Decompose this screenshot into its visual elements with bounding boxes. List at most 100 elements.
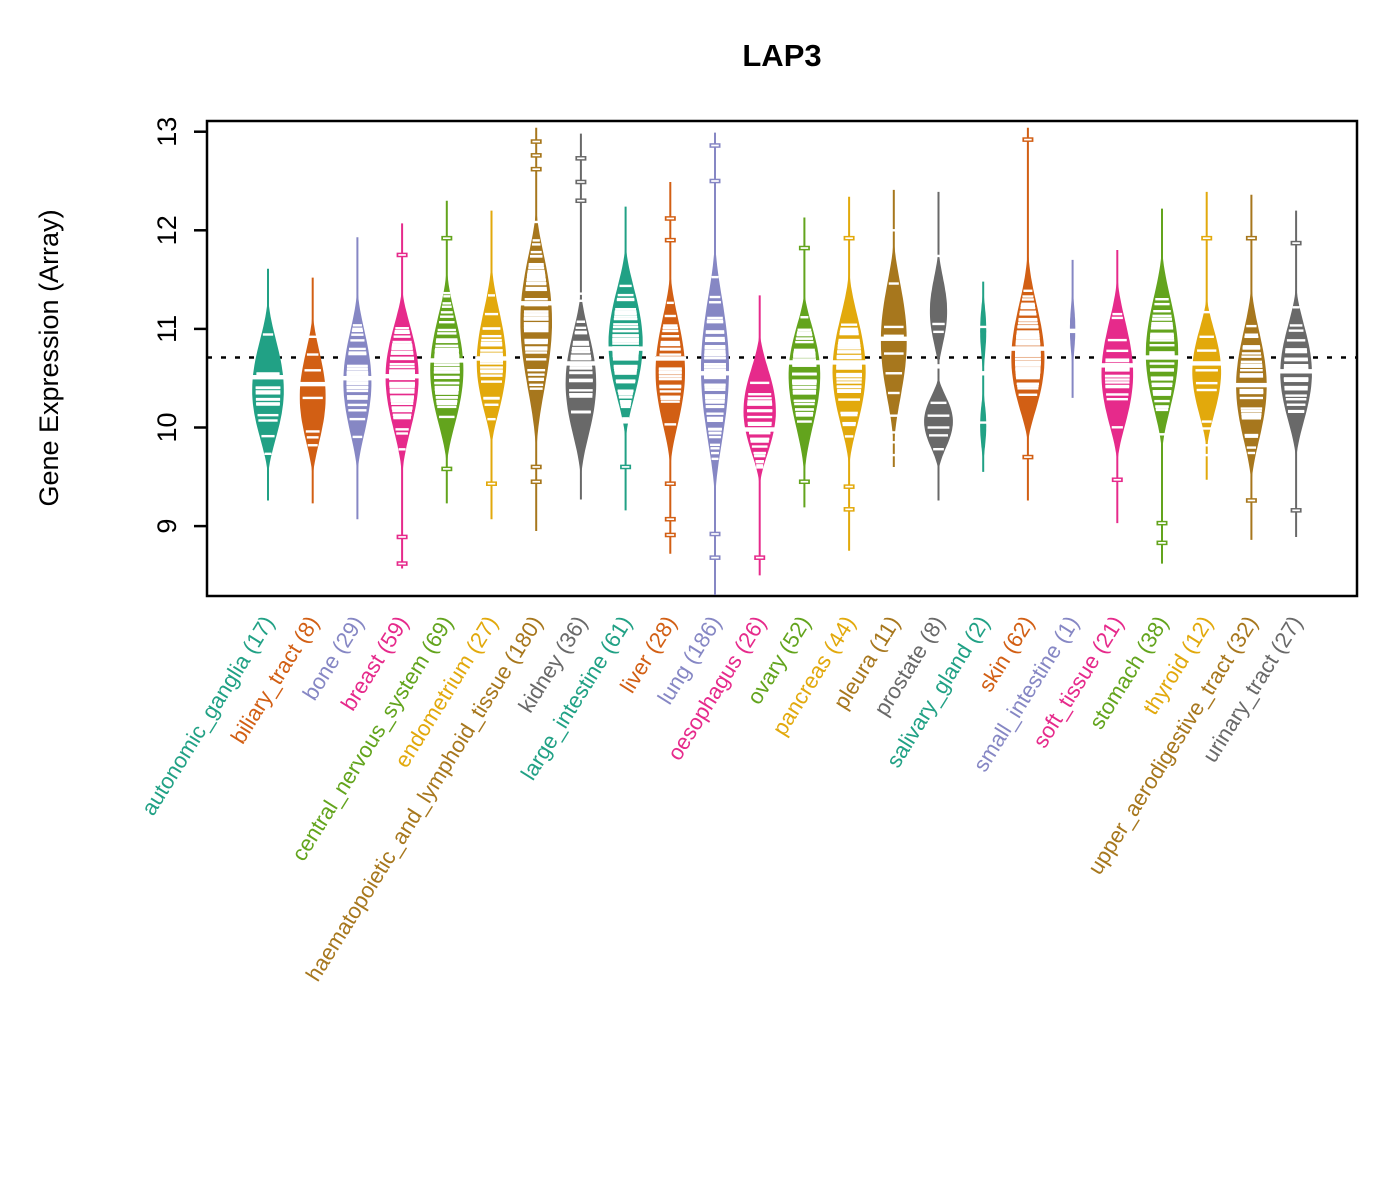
sample-dash bbox=[794, 408, 814, 411]
sample-dash bbox=[255, 390, 281, 393]
sample-dash bbox=[443, 291, 451, 295]
sample-dash bbox=[747, 400, 772, 403]
sample-dash bbox=[1150, 333, 1174, 337]
sample-dash bbox=[793, 351, 816, 355]
outlier-mark-gap bbox=[1024, 456, 1032, 458]
sample-dash bbox=[615, 307, 637, 311]
sample-dash bbox=[622, 421, 630, 424]
sample-dash bbox=[393, 335, 411, 338]
violin-soft_tissue bbox=[1100, 250, 1135, 524]
sample-dash bbox=[1016, 337, 1040, 340]
sample-dash bbox=[1150, 369, 1174, 372]
sample-dash bbox=[1017, 384, 1039, 388]
sample-dash bbox=[390, 399, 414, 403]
y-tick-label: 11 bbox=[152, 315, 182, 343]
sample-dash bbox=[577, 299, 585, 302]
sample-dash bbox=[1292, 306, 1300, 309]
sample-dash bbox=[1239, 373, 1264, 376]
outlier-mark-gap bbox=[1158, 522, 1166, 524]
sample-dash bbox=[256, 372, 280, 375]
sample-dash bbox=[435, 340, 458, 344]
sample-dash bbox=[434, 388, 459, 392]
x-axis-category-labels: autonomic_ganglia (17)biliary_tract (8)b… bbox=[136, 611, 1307, 985]
sample-dash bbox=[480, 369, 503, 373]
sample-dash bbox=[392, 413, 412, 417]
median-bar bbox=[429, 358, 465, 363]
sample-dash bbox=[1240, 363, 1263, 366]
violin-bone bbox=[341, 237, 373, 520]
sample-dash bbox=[622, 419, 630, 422]
median-bar bbox=[565, 361, 597, 366]
sample-dash bbox=[840, 413, 858, 417]
sample-dash bbox=[526, 278, 546, 282]
sample-dash bbox=[837, 389, 862, 392]
sample-dash bbox=[616, 297, 635, 301]
sample-dash bbox=[434, 354, 460, 357]
sample-dash bbox=[1015, 371, 1041, 374]
sample-dash bbox=[1020, 304, 1035, 307]
sample-dash bbox=[660, 395, 681, 398]
sample-dash bbox=[792, 389, 817, 392]
median-bar bbox=[1234, 382, 1269, 388]
sample-dash bbox=[434, 385, 459, 389]
sample-dash bbox=[1105, 385, 1130, 389]
sample-dash bbox=[747, 423, 772, 427]
sample-dash bbox=[395, 327, 409, 330]
outlier-mark-gap bbox=[666, 534, 675, 536]
outlier-mark-gap bbox=[577, 157, 585, 160]
sample-dash bbox=[614, 372, 637, 375]
sample-dash bbox=[612, 329, 639, 333]
sample-dash bbox=[927, 426, 950, 429]
sample-dash bbox=[613, 364, 638, 368]
sample-dash bbox=[1106, 349, 1129, 353]
sample-dash bbox=[1285, 394, 1307, 397]
sample-dash bbox=[479, 362, 504, 365]
sample-dash bbox=[347, 364, 368, 368]
sample-dash bbox=[394, 331, 410, 335]
sample-dash bbox=[348, 352, 367, 356]
outlier-mark-gap bbox=[621, 466, 630, 468]
sample-dash bbox=[747, 409, 773, 413]
sample-dash bbox=[1285, 397, 1307, 401]
sample-dash bbox=[480, 344, 503, 347]
sample-dash bbox=[389, 371, 415, 374]
median-bar bbox=[930, 364, 947, 369]
violin-autonomic_ganglia bbox=[251, 268, 285, 501]
sample-dash bbox=[480, 342, 503, 345]
sample-dash bbox=[1241, 355, 1262, 358]
median-bar bbox=[1010, 346, 1046, 351]
outlier-mark-gap bbox=[532, 480, 540, 483]
sample-dash bbox=[1201, 444, 1212, 447]
sample-dash bbox=[1151, 322, 1173, 326]
sample-dash bbox=[1242, 346, 1261, 349]
sample-dash bbox=[659, 353, 682, 356]
sample-dash bbox=[523, 327, 549, 330]
sample-dash bbox=[435, 395, 458, 399]
median-bar bbox=[743, 427, 776, 432]
sample-dash bbox=[792, 382, 817, 386]
sample-dash bbox=[709, 295, 721, 299]
sample-dash bbox=[1201, 453, 1212, 457]
sample-dash bbox=[1106, 397, 1128, 401]
sample-dash bbox=[620, 405, 631, 409]
sample-dash bbox=[1015, 343, 1041, 346]
sample-dash bbox=[1105, 378, 1130, 381]
sample-dash bbox=[437, 332, 457, 335]
sample-dash bbox=[660, 397, 681, 400]
sample-dash bbox=[1283, 367, 1309, 370]
sample-dash bbox=[659, 348, 681, 351]
sample-dash bbox=[569, 366, 593, 370]
sample-dash bbox=[747, 421, 772, 425]
sample-dash bbox=[1015, 351, 1041, 354]
sample-dash bbox=[528, 262, 544, 266]
sample-dash bbox=[391, 402, 414, 405]
sample-dash bbox=[660, 342, 681, 346]
sample-dash bbox=[434, 376, 460, 379]
sample-dash bbox=[749, 431, 771, 435]
outlier-mark-gap bbox=[577, 181, 585, 183]
sample-dash bbox=[523, 323, 549, 327]
sample-dash bbox=[1152, 390, 1172, 393]
violin-body bbox=[299, 304, 326, 485]
outlier-mark-gap bbox=[1292, 509, 1300, 512]
sample-dash bbox=[434, 352, 460, 356]
